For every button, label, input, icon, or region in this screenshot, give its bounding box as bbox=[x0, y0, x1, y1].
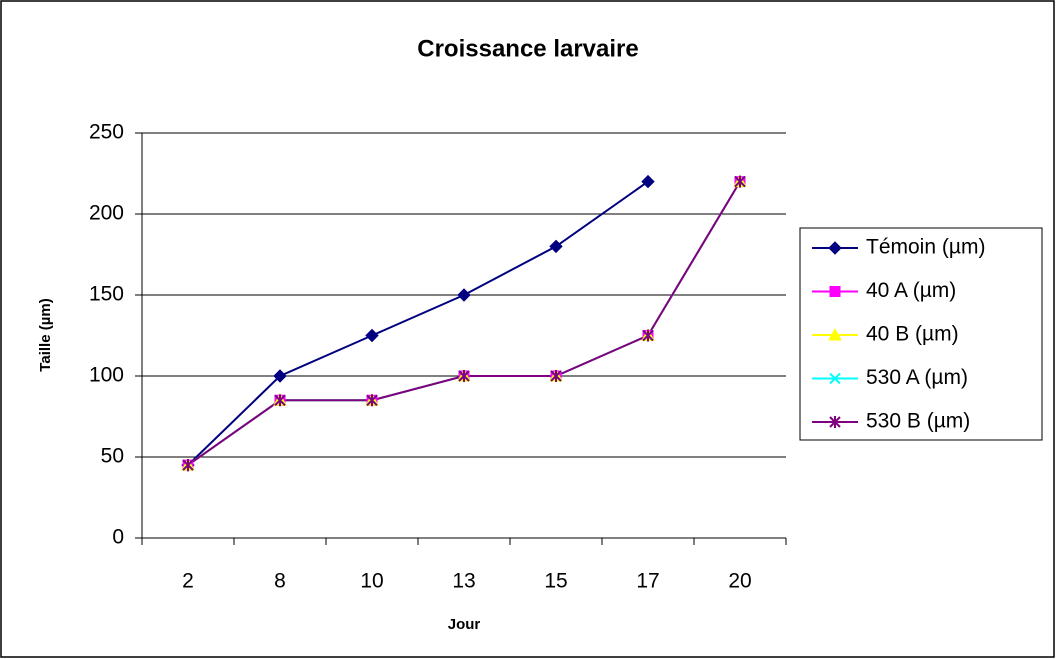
data-point bbox=[550, 370, 562, 382]
legend-marker bbox=[829, 416, 841, 428]
y-tick-label: 100 bbox=[89, 364, 124, 387]
data-point bbox=[457, 288, 471, 302]
y-tick-label: 250 bbox=[89, 121, 124, 144]
legend-marker bbox=[828, 327, 842, 341]
y-tick-label: 150 bbox=[89, 283, 124, 306]
legend-label: 40 A (µm) bbox=[866, 279, 956, 302]
data-point bbox=[734, 175, 746, 188]
x-tick-label: 17 bbox=[636, 570, 659, 593]
data-point bbox=[549, 239, 563, 254]
legend-marker bbox=[829, 372, 841, 385]
data-point bbox=[458, 370, 470, 382]
legend-label: 530 B (µm) bbox=[866, 410, 970, 433]
y-tick-label: 50 bbox=[101, 445, 124, 468]
data-point bbox=[642, 329, 654, 342]
data-point bbox=[641, 174, 655, 189]
legend-marker bbox=[829, 286, 841, 297]
chart-title: Croissance larvaire bbox=[417, 35, 638, 62]
data-point bbox=[274, 394, 286, 407]
x-tick-label: 8 bbox=[274, 570, 286, 593]
x-tick-label: 10 bbox=[360, 570, 383, 593]
series-line bbox=[187, 180, 649, 466]
y-axis-label: Taille (µm) bbox=[37, 298, 54, 371]
data-point bbox=[366, 394, 378, 407]
data-point bbox=[182, 459, 194, 472]
legend-label: 40 B (µm) bbox=[866, 323, 959, 346]
legend-marker bbox=[828, 241, 842, 255]
data-point bbox=[365, 328, 379, 343]
x-tick-label: 13 bbox=[452, 570, 475, 593]
x-axis-label: Jour bbox=[448, 616, 481, 633]
x-tick-label: 2 bbox=[182, 570, 194, 593]
x-tick-label: 20 bbox=[728, 570, 751, 593]
x-tick-label: 15 bbox=[544, 570, 567, 593]
y-tick-label: 200 bbox=[89, 202, 124, 225]
y-tick-label: 0 bbox=[112, 526, 124, 549]
legend-label: 530 A (µm) bbox=[866, 366, 968, 389]
data-point bbox=[273, 369, 287, 383]
legend-label: Témoin (µm) bbox=[866, 236, 985, 259]
